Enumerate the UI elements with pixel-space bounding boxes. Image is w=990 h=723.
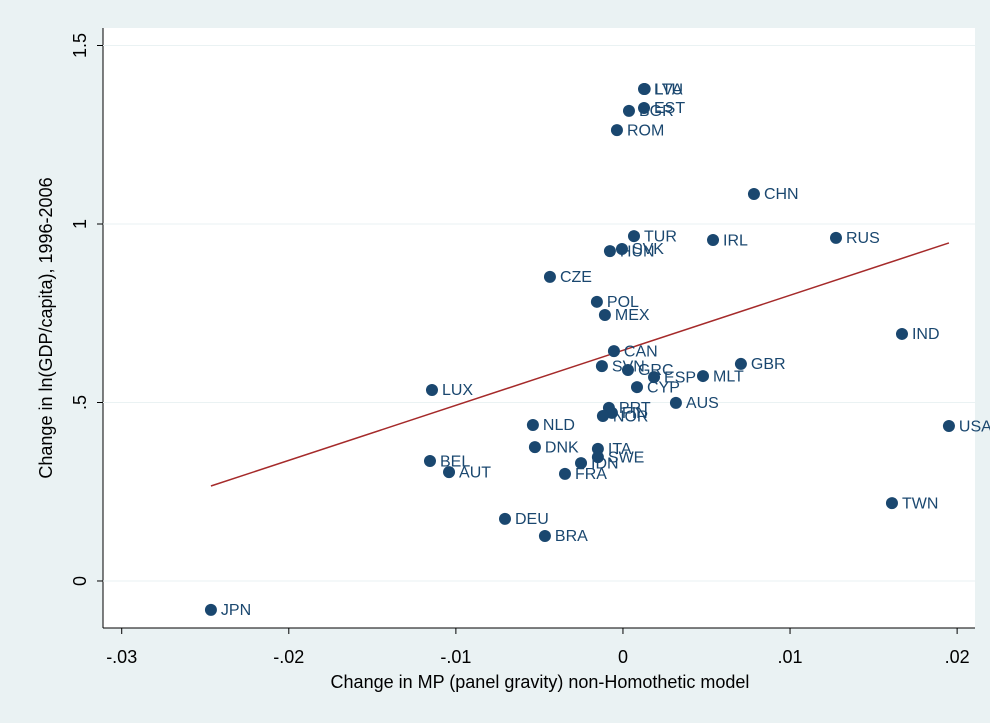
point-label: CAN (624, 343, 658, 360)
x-axis-title: Change in MP (panel gravity) non-Homothe… (331, 672, 750, 692)
point (558, 467, 571, 480)
point-label: LTU (654, 81, 683, 98)
point (603, 245, 616, 258)
point (443, 466, 456, 479)
point (528, 441, 541, 454)
point (607, 345, 620, 358)
point (627, 230, 640, 243)
x-tick-label: -.01 (440, 647, 471, 667)
point-label: AUT (459, 464, 491, 481)
point-label: RUS (846, 230, 880, 247)
point (610, 124, 623, 137)
point-label: POL (607, 294, 639, 311)
point (621, 364, 634, 377)
y-tick-label: .5 (70, 395, 90, 410)
point-label: USA (959, 418, 990, 435)
y-tick-label: 1 (70, 219, 90, 229)
point-label: SVK (632, 241, 664, 258)
point-label: BEL (440, 453, 470, 470)
point (575, 457, 588, 470)
point-label: SWE (608, 449, 644, 466)
point-label: IND (912, 326, 940, 343)
point-label: MEX (615, 307, 650, 324)
point-label: GRC (638, 362, 674, 379)
point (895, 327, 908, 340)
point-label: EST (654, 100, 685, 117)
point-label: MLT (713, 368, 744, 385)
point-label: DNK (545, 439, 579, 456)
point (648, 371, 661, 384)
fit-line (210, 242, 950, 487)
point-label: LUX (442, 382, 473, 399)
point-label: LVA (655, 81, 683, 98)
point-label: NLD (543, 417, 575, 434)
point (630, 381, 643, 394)
point-label: JPN (221, 602, 251, 619)
point (538, 530, 551, 543)
point-label: CHN (764, 186, 799, 203)
y-tick-label: 0 (70, 576, 90, 586)
point (590, 295, 603, 308)
point (598, 309, 611, 322)
point (669, 396, 682, 409)
point (707, 234, 720, 247)
point (423, 455, 436, 468)
point-label: TWN (902, 495, 938, 512)
point-label: GBR (751, 356, 786, 373)
point (543, 270, 556, 283)
point (622, 104, 635, 117)
plot-area (103, 28, 975, 628)
point-label: IRL (723, 232, 748, 249)
point (425, 383, 438, 396)
point-label: ROM (627, 122, 664, 139)
point-label: FIN (622, 405, 648, 422)
x-tick-label: 0 (618, 647, 628, 667)
x-tick-label: .01 (778, 647, 803, 667)
point-label: AUS (686, 395, 719, 412)
point-label: BGR (639, 103, 674, 120)
point-label: IDN (591, 455, 619, 472)
point-label: TUR (644, 228, 677, 245)
point-label: ESP (664, 369, 696, 386)
point-label: HUN (620, 243, 655, 260)
point (734, 357, 747, 370)
x-tick-label: -.02 (273, 647, 304, 667)
point (595, 360, 608, 373)
x-tick-label: -.03 (106, 647, 137, 667)
point-label: CZE (560, 269, 592, 286)
point (942, 420, 955, 433)
point (638, 83, 651, 96)
point (498, 512, 511, 525)
y-tick-label: 1.5 (70, 33, 90, 58)
y-axis-title: Change in ln(GDP/capita), 1996-2006 (36, 177, 56, 478)
point-label: CYP (647, 379, 680, 396)
point (596, 410, 609, 423)
point-label: ITA (608, 441, 632, 458)
point-label: FRA (575, 466, 607, 483)
point (204, 603, 217, 616)
point-label: NOR (613, 408, 649, 425)
point (605, 406, 618, 419)
point (526, 418, 539, 431)
point (591, 442, 604, 455)
point (829, 231, 842, 244)
point (591, 451, 604, 464)
point-label: DEU (515, 511, 549, 528)
point (747, 188, 760, 201)
point (696, 370, 709, 383)
x-tick-label: .02 (945, 647, 970, 667)
point-label: BRA (555, 528, 588, 545)
point (638, 101, 651, 114)
point (615, 242, 628, 255)
point-label: PRT (619, 400, 651, 417)
point (885, 497, 898, 510)
